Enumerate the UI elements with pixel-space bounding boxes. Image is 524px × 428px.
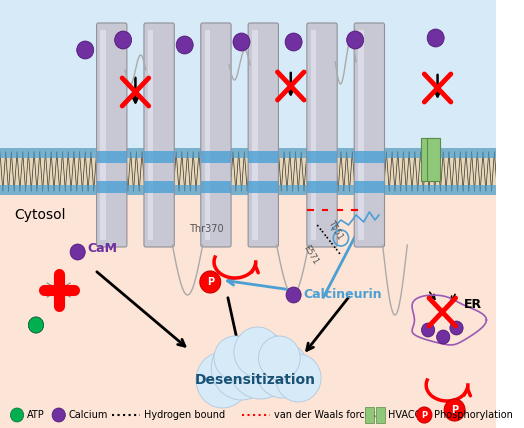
Bar xyxy=(144,151,174,163)
Bar xyxy=(0,0,496,148)
Circle shape xyxy=(258,336,300,380)
Text: Calcium: Calcium xyxy=(68,410,107,420)
Bar xyxy=(365,407,374,423)
Bar xyxy=(0,148,496,195)
Bar xyxy=(201,151,231,163)
Circle shape xyxy=(70,244,85,260)
Circle shape xyxy=(28,317,43,333)
Circle shape xyxy=(286,287,301,303)
Bar xyxy=(144,181,174,193)
Bar xyxy=(96,181,127,193)
Circle shape xyxy=(176,36,193,54)
Circle shape xyxy=(444,399,465,421)
Bar xyxy=(201,181,231,193)
Circle shape xyxy=(276,354,321,402)
Bar xyxy=(96,151,127,163)
FancyBboxPatch shape xyxy=(96,23,127,247)
Text: P: P xyxy=(451,405,458,415)
Bar xyxy=(311,30,316,240)
Text: CaM: CaM xyxy=(87,241,117,255)
Bar xyxy=(376,407,386,423)
FancyBboxPatch shape xyxy=(144,23,174,247)
Bar xyxy=(358,30,364,240)
Text: Hydrogen bound: Hydrogen bound xyxy=(144,410,225,420)
FancyBboxPatch shape xyxy=(307,23,337,247)
Circle shape xyxy=(200,271,221,293)
FancyBboxPatch shape xyxy=(201,23,231,247)
Circle shape xyxy=(285,33,302,51)
Bar xyxy=(421,138,435,181)
Circle shape xyxy=(52,408,66,422)
Text: Thr370: Thr370 xyxy=(189,224,224,234)
Text: P: P xyxy=(206,277,214,287)
Circle shape xyxy=(77,41,94,59)
Circle shape xyxy=(228,331,292,399)
Circle shape xyxy=(10,408,24,422)
Bar xyxy=(0,185,496,195)
FancyBboxPatch shape xyxy=(354,23,385,247)
Circle shape xyxy=(347,31,364,49)
Text: ATP: ATP xyxy=(27,410,44,420)
Bar xyxy=(148,30,154,240)
Text: E571: E571 xyxy=(301,244,320,266)
Circle shape xyxy=(233,33,250,51)
Bar xyxy=(248,151,278,163)
Circle shape xyxy=(214,336,256,380)
Bar xyxy=(252,30,258,240)
Bar xyxy=(204,30,210,240)
Text: P: P xyxy=(421,410,428,419)
Circle shape xyxy=(234,327,281,377)
Circle shape xyxy=(450,321,463,335)
Bar xyxy=(101,30,106,240)
Circle shape xyxy=(421,323,435,337)
Circle shape xyxy=(436,330,450,344)
Circle shape xyxy=(256,342,309,398)
Circle shape xyxy=(115,31,132,49)
Text: Desensitization: Desensitization xyxy=(195,373,316,387)
Circle shape xyxy=(427,29,444,47)
Text: van der Waals forces: van der Waals forces xyxy=(274,410,376,420)
Bar xyxy=(0,195,496,428)
Text: Cytosol: Cytosol xyxy=(14,208,66,222)
Bar xyxy=(0,148,496,158)
Bar xyxy=(427,138,440,181)
Circle shape xyxy=(211,336,272,400)
Circle shape xyxy=(28,317,43,333)
Text: Phosphorylation: Phosphorylation xyxy=(434,410,512,420)
Bar xyxy=(248,181,278,193)
Bar xyxy=(354,151,385,163)
Text: ER: ER xyxy=(464,298,482,311)
Circle shape xyxy=(196,352,249,408)
Text: T551: T551 xyxy=(327,219,345,241)
Bar xyxy=(307,181,337,193)
FancyBboxPatch shape xyxy=(248,23,278,247)
Bar xyxy=(354,181,385,193)
Text: HVACC: HVACC xyxy=(388,410,422,420)
Text: Calcineurin: Calcineurin xyxy=(303,288,381,301)
Bar xyxy=(307,151,337,163)
Circle shape xyxy=(417,407,432,423)
